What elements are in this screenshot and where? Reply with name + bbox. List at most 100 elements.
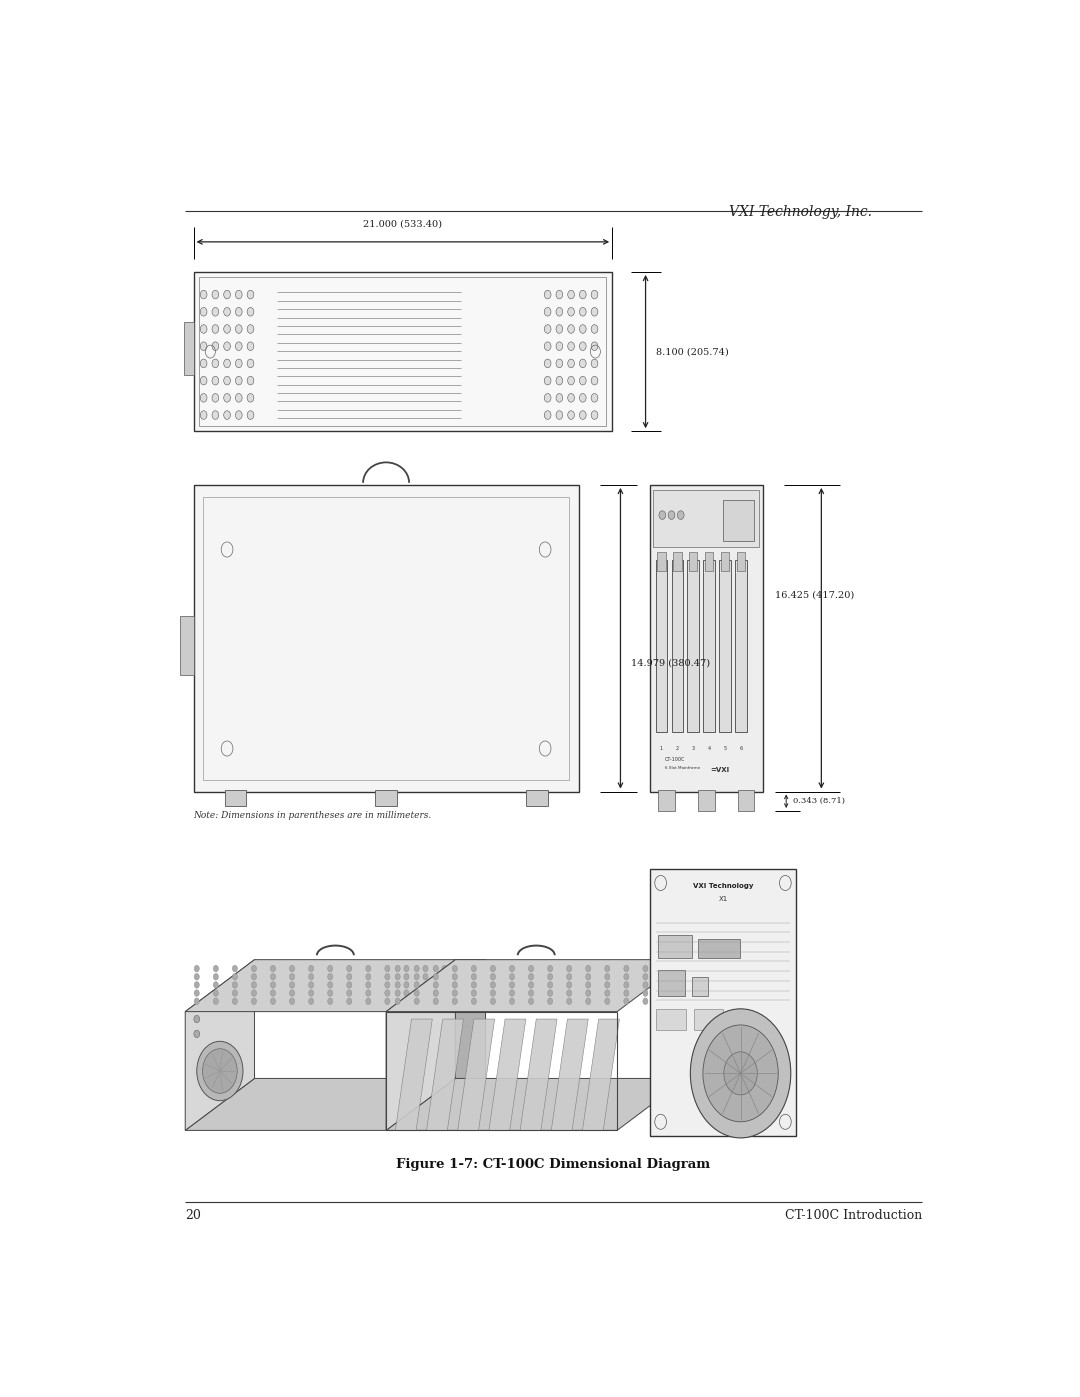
Circle shape (366, 997, 370, 1004)
Circle shape (453, 997, 457, 1004)
Circle shape (568, 291, 575, 299)
Bar (526, 791, 548, 806)
Circle shape (414, 965, 419, 972)
Circle shape (453, 982, 457, 988)
Bar (698, 791, 715, 810)
Circle shape (580, 342, 586, 351)
Circle shape (556, 291, 563, 299)
Circle shape (580, 394, 586, 402)
Circle shape (212, 342, 218, 351)
Circle shape (212, 359, 218, 367)
Circle shape (235, 411, 242, 419)
Circle shape (194, 965, 200, 972)
Circle shape (624, 982, 629, 988)
Circle shape (568, 324, 575, 334)
Circle shape (247, 359, 254, 367)
Circle shape (544, 359, 551, 367)
Circle shape (235, 324, 242, 334)
Circle shape (433, 965, 438, 972)
Text: X1: X1 (718, 895, 728, 902)
Circle shape (605, 997, 610, 1004)
Circle shape (548, 965, 553, 972)
Circle shape (423, 990, 428, 996)
Circle shape (232, 997, 238, 1004)
Circle shape (585, 997, 591, 1004)
Bar (193, 272, 612, 432)
Polygon shape (489, 1018, 526, 1130)
Circle shape (490, 965, 496, 972)
Bar (673, 552, 681, 571)
Circle shape (232, 990, 238, 996)
Circle shape (235, 376, 242, 386)
Circle shape (212, 376, 218, 386)
Circle shape (556, 324, 563, 334)
Circle shape (200, 411, 207, 419)
Circle shape (395, 990, 401, 996)
Circle shape (366, 982, 370, 988)
Text: 4: 4 (707, 746, 711, 752)
Circle shape (414, 982, 419, 988)
Bar (658, 970, 685, 996)
Text: CT-100C: CT-100C (665, 757, 685, 761)
Circle shape (327, 965, 333, 972)
Circle shape (200, 394, 207, 402)
Circle shape (235, 307, 242, 316)
Circle shape (200, 376, 207, 386)
Circle shape (585, 974, 591, 981)
Circle shape (309, 965, 313, 972)
Circle shape (213, 982, 218, 988)
Circle shape (510, 974, 514, 981)
Circle shape (556, 376, 563, 386)
Circle shape (433, 974, 438, 981)
Bar (650, 869, 796, 1136)
Circle shape (643, 997, 648, 1004)
Bar (656, 560, 667, 732)
Circle shape (395, 982, 401, 988)
Circle shape (591, 376, 598, 386)
Circle shape (194, 997, 200, 1004)
Circle shape (395, 965, 401, 972)
Circle shape (544, 291, 551, 299)
Polygon shape (416, 960, 486, 1130)
Circle shape (510, 990, 514, 996)
Circle shape (232, 974, 238, 981)
Circle shape (433, 982, 438, 988)
Polygon shape (521, 1018, 557, 1130)
Circle shape (289, 982, 295, 988)
Circle shape (347, 982, 352, 988)
Circle shape (384, 982, 390, 988)
Bar (180, 616, 194, 675)
Circle shape (252, 982, 256, 988)
Circle shape (528, 974, 534, 981)
Circle shape (568, 307, 575, 316)
Circle shape (567, 965, 571, 972)
Circle shape (567, 990, 571, 996)
Circle shape (247, 376, 254, 386)
Circle shape (442, 982, 447, 988)
Circle shape (585, 965, 591, 972)
Circle shape (442, 990, 447, 996)
Bar (691, 977, 708, 996)
Circle shape (197, 1041, 243, 1101)
Circle shape (580, 307, 586, 316)
Circle shape (384, 965, 390, 972)
Polygon shape (551, 1018, 589, 1130)
Circle shape (252, 965, 256, 972)
Circle shape (270, 965, 275, 972)
Circle shape (235, 342, 242, 351)
Text: 8.100 (205.74): 8.100 (205.74) (656, 346, 728, 356)
Circle shape (556, 394, 563, 402)
Circle shape (724, 1052, 757, 1095)
Polygon shape (186, 1078, 486, 1130)
Polygon shape (387, 1078, 687, 1130)
Circle shape (528, 990, 534, 996)
Text: VXI Technology: VXI Technology (692, 883, 753, 890)
Text: 21.000 (533.40): 21.000 (533.40) (363, 219, 443, 229)
Circle shape (213, 990, 218, 996)
Bar (705, 552, 714, 571)
Polygon shape (395, 1018, 432, 1130)
Circle shape (423, 997, 428, 1004)
Circle shape (224, 411, 230, 419)
Circle shape (585, 990, 591, 996)
Bar (658, 552, 665, 571)
